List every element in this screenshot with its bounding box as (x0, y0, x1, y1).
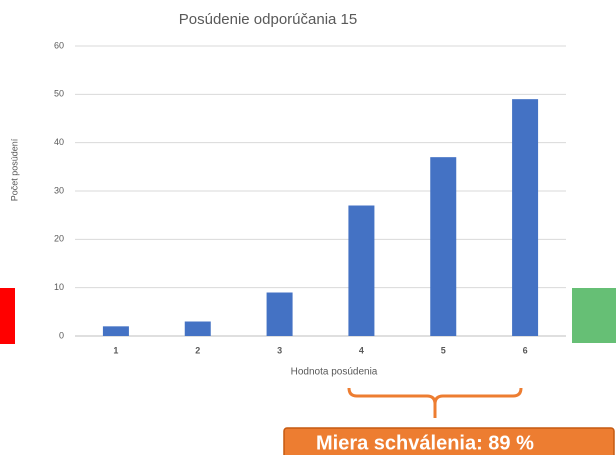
x-tick-label: 5 (441, 345, 446, 355)
x-tick-label: 6 (523, 345, 528, 355)
annotation-box (283, 427, 615, 455)
y-tick-label: 20 (54, 234, 64, 244)
y-tick-label: 50 (54, 89, 64, 99)
bar (266, 292, 293, 336)
bar (184, 321, 211, 336)
brace (347, 387, 523, 405)
red-indicator (0, 288, 15, 344)
x-tick-label: 2 (195, 345, 200, 355)
x-tick-label: 4 (359, 345, 364, 355)
x-tick-label: 3 (277, 345, 282, 355)
x-tick-label: 1 (113, 345, 118, 355)
y-tick-label: 40 (54, 137, 64, 147)
annotation-text: Miera schválenia: 89 % (316, 432, 534, 454)
y-axis-label: Počet posúdení (9, 138, 19, 201)
y-tick-label: 30 (54, 185, 64, 195)
bar (430, 157, 457, 336)
x-axis-label: Hodnota posúdenia (291, 367, 378, 378)
y-tick-label: 60 (54, 40, 64, 50)
bar (102, 326, 129, 336)
bar (348, 205, 375, 336)
green-indicator (572, 288, 616, 343)
y-tick-label: 10 (54, 282, 64, 292)
chart-title: Posúdenie odporúčania 15 (179, 11, 357, 28)
bar (512, 99, 539, 337)
annotation-group: Miera schválenia: 89 % (316, 432, 534, 454)
y-tick-label: 0 (59, 330, 64, 340)
